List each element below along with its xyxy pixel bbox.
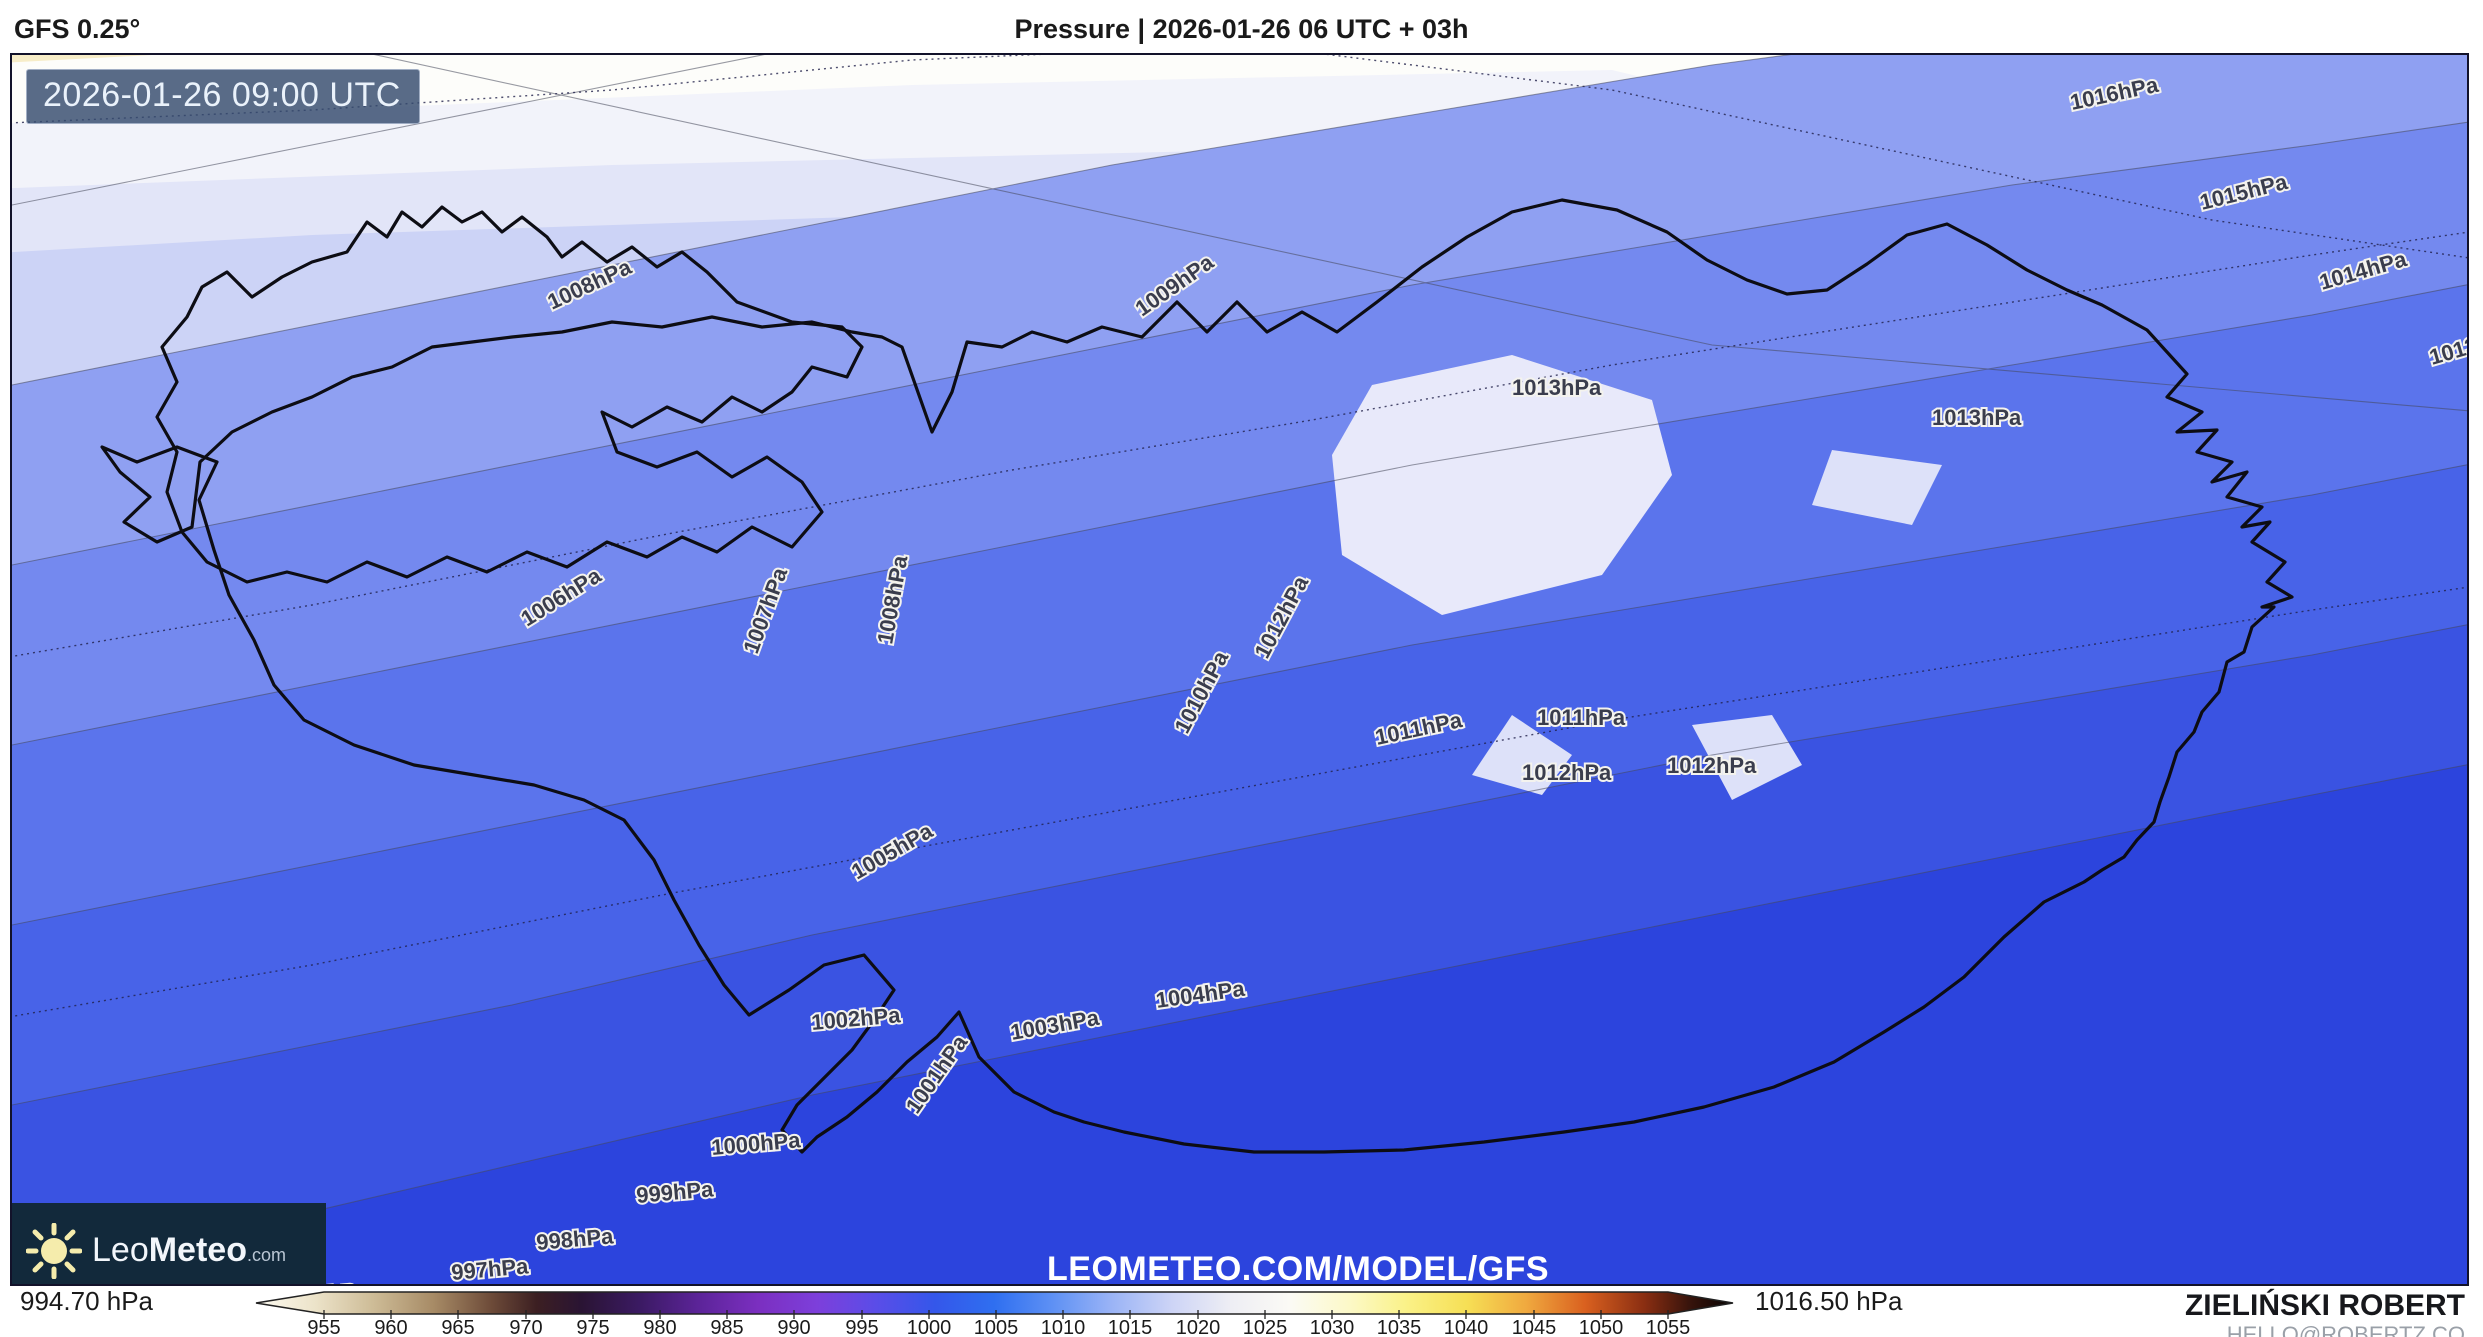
svg-text:1035: 1035 [1377,1317,1422,1337]
svg-text:955: 955 [307,1317,340,1337]
svg-text:1055: 1055 [1646,1317,1691,1337]
svg-text:1005: 1005 [974,1317,1019,1337]
svg-text:994.70 hPa: 994.70 hPa [20,1288,154,1316]
svg-text:965: 965 [441,1317,474,1337]
svg-text:1025: 1025 [1243,1317,1288,1337]
svg-text:1010: 1010 [1041,1317,1086,1337]
svg-text:975: 975 [576,1317,609,1337]
svg-text:1030: 1030 [1310,1317,1355,1337]
svg-text:1013hPa: 1013hPa [1512,375,1602,400]
svg-text:1012hPa: 1012hPa [1667,753,1757,778]
svg-text:1020: 1020 [1176,1317,1221,1337]
svg-text:1050: 1050 [1579,1317,1624,1337]
svg-text:1000: 1000 [907,1317,952,1337]
svg-text:1045: 1045 [1512,1317,1557,1337]
svg-text:1013hPa: 1013hPa [1932,405,2022,430]
svg-text:1016.50 hPa: 1016.50 hPa [1755,1288,1903,1316]
svg-text:990: 990 [777,1317,810,1337]
svg-text:980: 980 [643,1317,676,1337]
svg-text:995: 995 [845,1317,878,1337]
svg-text:1015: 1015 [1108,1317,1153,1337]
svg-text:1011hPa: 1011hPa [1537,705,1626,730]
svg-text:960: 960 [374,1317,407,1337]
svg-text:1040: 1040 [1444,1317,1489,1337]
svg-text:1012hPa: 1012hPa [1522,760,1612,785]
svg-text:970: 970 [509,1317,542,1337]
svg-text:985: 985 [710,1317,743,1337]
